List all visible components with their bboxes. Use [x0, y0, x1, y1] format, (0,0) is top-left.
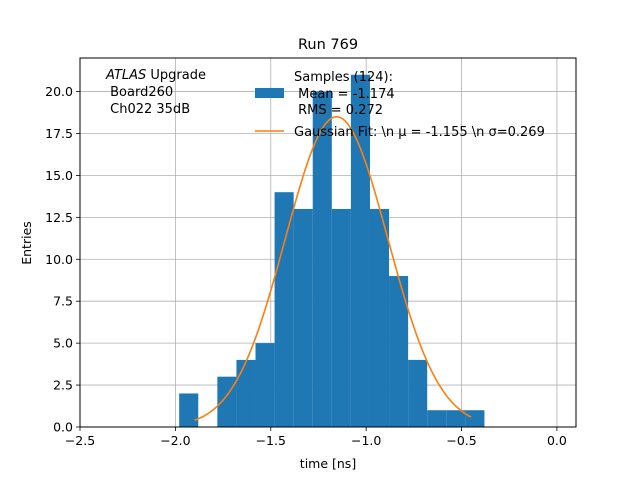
- y-axis-label: Entries: [19, 221, 34, 265]
- histogram-bar: [255, 343, 275, 427]
- histogram-bar: [446, 410, 466, 427]
- plot-frame: [79, 57, 577, 428]
- y-tick-label: 7.5: [53, 294, 73, 309]
- histogram-bar: [389, 276, 409, 427]
- legend-samples-line-1: Samples (124):: [294, 70, 393, 85]
- histogram-bar: [408, 359, 428, 427]
- y-tick-label: 12.5: [45, 210, 73, 225]
- histogram-bar: [465, 410, 485, 427]
- histogram-bars: [179, 74, 485, 427]
- gaussian-fit-line: [194, 115, 472, 422]
- x-axis-ticks: −2.5 −2.0 −1.5 −1.0 −0.5 0.0: [65, 427, 567, 448]
- histogram-bar: [331, 208, 351, 427]
- legend-fit-label: Gaussian Fit: \n μ = -1.155 \n σ=0.269: [294, 125, 545, 140]
- atlas-annotation: ATLAS Upgrade Board260 Ch022 35dB: [105, 68, 206, 117]
- x-axis-label: time [ns]: [300, 456, 356, 471]
- legend-samples-patch: [255, 88, 284, 98]
- x-tick-label: −2.0: [160, 433, 190, 448]
- y-tick-label: 10.0: [45, 252, 73, 267]
- y-tick-label: 15.0: [45, 168, 73, 183]
- histogram-bar: [369, 208, 390, 427]
- x-tick-label: −1.5: [256, 433, 286, 448]
- annotation-line-2: Board260: [106, 85, 173, 100]
- chart-title: Run 769: [298, 37, 358, 53]
- histogram-bar: [427, 410, 447, 427]
- y-tick-label: 5.0: [53, 336, 73, 351]
- annotation-line-3: Ch022 35dB: [106, 102, 190, 117]
- histogram-bar: [179, 393, 199, 427]
- y-tick-label: 0.0: [53, 420, 73, 435]
- x-tick-label: 0.0: [547, 433, 567, 448]
- y-tick-label: 17.5: [45, 126, 73, 141]
- y-tick-label: 20.0: [45, 84, 73, 99]
- legend-samples-line-3: RMS = 0.272: [294, 103, 383, 118]
- annotation-line-1: ATLAS Upgrade: [105, 68, 206, 83]
- x-tick-label: −0.5: [446, 433, 476, 448]
- x-tick-label: −1.0: [351, 433, 381, 448]
- y-tick-label: 2.5: [53, 378, 73, 393]
- histogram-bar: [274, 192, 294, 427]
- legend: Samples (124): Mean = -1.174 RMS = 0.272…: [255, 70, 545, 140]
- histogram-bar: [236, 359, 256, 427]
- y-axis-ticks: 0.0 2.5 5.0 7.5 10.0 12.5 15.0 17.5 20.0: [45, 84, 80, 435]
- histogram-bar: [293, 208, 313, 427]
- x-tick-label: −2.5: [65, 433, 95, 448]
- legend-samples-line-2: Mean = -1.174: [294, 87, 395, 102]
- annotation-italic: ATLAS: [105, 68, 146, 83]
- histogram-bar: [312, 91, 332, 427]
